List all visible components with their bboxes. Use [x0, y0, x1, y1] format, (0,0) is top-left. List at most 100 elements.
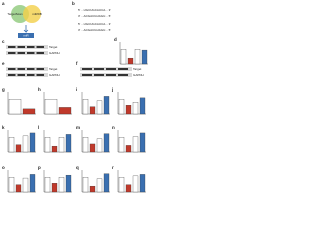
band — [8, 46, 16, 48]
bar — [65, 174, 72, 193]
bar — [134, 49, 141, 65]
sequence: 5' ...UGCUGCAUCA... 3' — [78, 22, 111, 26]
band — [27, 68, 35, 70]
bar — [118, 177, 125, 193]
bar — [89, 106, 96, 115]
band-label: Target — [133, 67, 142, 71]
panel-letter: f — [76, 61, 78, 66]
bar — [82, 137, 89, 153]
bar — [125, 105, 132, 115]
panel-letter: b — [72, 1, 75, 6]
panel-letter: i — [76, 87, 77, 92]
band — [94, 74, 104, 76]
band — [94, 68, 104, 70]
sequence: 5' ...UGCUGCAUCA... 3' — [78, 8, 111, 12]
panel-letter: l — [38, 125, 39, 130]
band-label: GAPDH — [133, 73, 144, 77]
band — [82, 74, 92, 76]
band — [118, 74, 128, 76]
bar — [44, 177, 51, 193]
bar — [29, 132, 36, 153]
venn-circle — [23, 5, 41, 23]
band — [82, 68, 92, 70]
band-label: GAPDH — [49, 51, 60, 55]
bar — [82, 177, 89, 193]
panel-letter: o — [2, 165, 5, 170]
sequence: 3' ...ACGACGUAGU... 5' — [78, 28, 111, 32]
bar — [120, 49, 127, 65]
band — [8, 68, 16, 70]
bar — [139, 174, 146, 193]
bar — [58, 107, 72, 115]
bar — [51, 183, 58, 193]
bar — [22, 177, 29, 193]
bar — [65, 134, 72, 153]
bar — [139, 132, 146, 153]
bar — [118, 99, 125, 115]
band — [17, 52, 25, 54]
bar — [8, 177, 15, 193]
venn-label: TargetScan — [7, 12, 23, 16]
band-label: GAPDH — [49, 73, 60, 77]
result-box — [18, 33, 34, 38]
bar — [22, 108, 36, 115]
bar — [139, 97, 146, 115]
panel-letter: n — [112, 125, 115, 130]
sequence: 3' ...ACGACGUAGU... 5' — [78, 14, 111, 18]
bar — [125, 145, 132, 153]
band-label: Target — [49, 45, 58, 49]
bar — [132, 175, 139, 193]
panel-letter: j — [111, 87, 113, 92]
bar — [8, 99, 22, 115]
bar — [29, 174, 36, 193]
band — [106, 68, 116, 70]
band — [118, 68, 128, 70]
bar — [44, 137, 51, 153]
bar — [89, 143, 96, 153]
arrow — [23, 25, 29, 33]
panel-letter: g — [2, 87, 5, 92]
band — [36, 52, 44, 54]
bar — [103, 96, 110, 115]
bar — [15, 184, 22, 193]
bar — [141, 49, 148, 65]
panel-letter: r — [112, 165, 114, 170]
band — [17, 68, 25, 70]
bar — [103, 173, 110, 193]
bar — [125, 184, 132, 193]
bar — [96, 138, 103, 153]
panel-letter: a — [2, 1, 5, 6]
band — [17, 74, 25, 76]
venn-center: miR — [23, 33, 29, 37]
bar — [58, 177, 65, 193]
venn-label: miRDB — [32, 12, 42, 16]
bar — [103, 133, 110, 153]
bar — [132, 136, 139, 153]
panel-letter: q — [76, 165, 79, 170]
bar — [44, 99, 58, 115]
bar — [89, 185, 96, 193]
bar — [82, 99, 89, 115]
figure: a TargetScan miRDB miR b 5' ...UGCUGCAUC… — [0, 0, 150, 222]
bar — [96, 100, 103, 115]
band — [27, 52, 35, 54]
bar — [8, 137, 15, 153]
band — [17, 46, 25, 48]
band-label: Target — [49, 67, 58, 71]
panel-letter: h — [38, 87, 41, 92]
bar — [96, 178, 103, 193]
band — [36, 46, 44, 48]
band — [36, 68, 44, 70]
panel-letter: e — [2, 61, 5, 66]
bar — [58, 137, 65, 153]
bar — [15, 144, 22, 153]
panel-letter: k — [2, 125, 5, 130]
band — [27, 74, 35, 76]
bar — [132, 102, 139, 115]
band — [8, 52, 16, 54]
bar — [118, 137, 125, 153]
band — [27, 46, 35, 48]
panel-letter: m — [76, 125, 80, 130]
band — [8, 74, 16, 76]
bar — [51, 145, 58, 153]
